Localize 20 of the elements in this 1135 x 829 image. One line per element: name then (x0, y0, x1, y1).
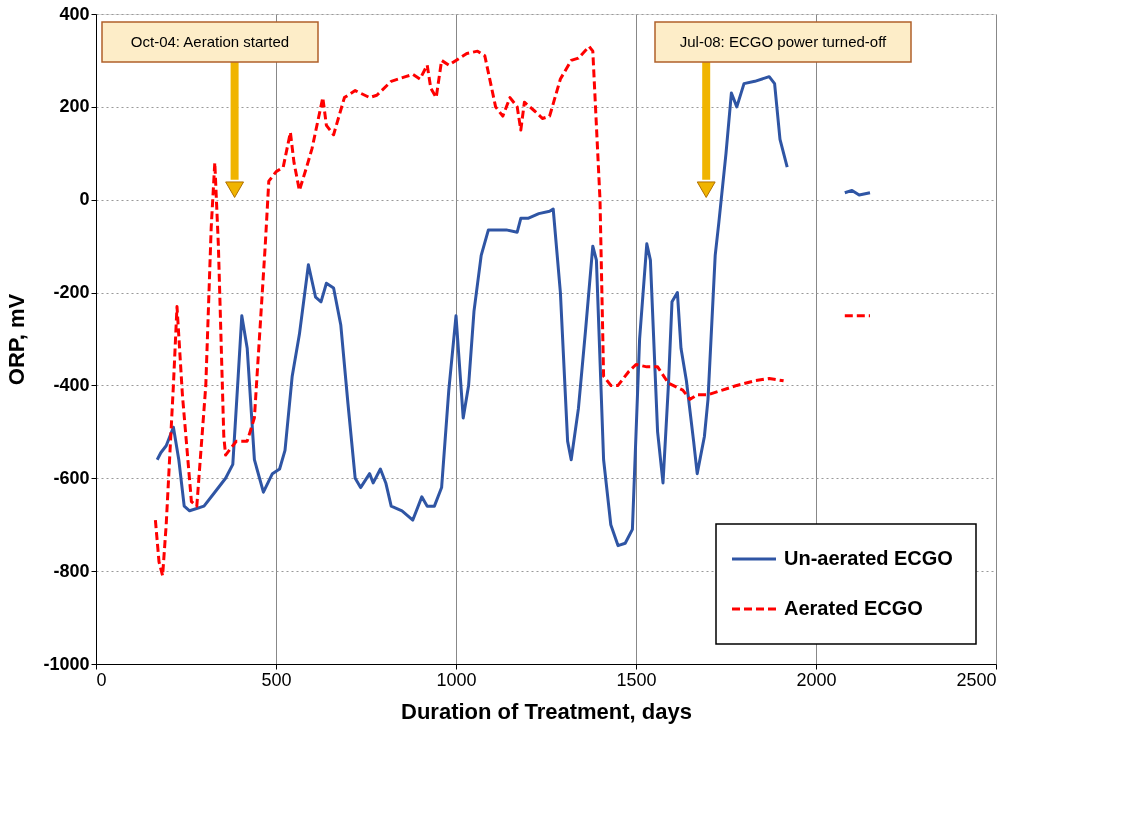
ref-line-label: Jul-08: ECGO power turned-off (679, 33, 888, 50)
x-tick-label: 500 (261, 669, 292, 690)
ref-line-label: Oct-04: Aeration started (130, 33, 290, 50)
x-tick-label: 0 (96, 669, 107, 690)
y-tick-label: -200 (53, 282, 90, 303)
x-tick-label: 2500 (956, 669, 997, 690)
x-tick-label: 2000 (796, 669, 837, 690)
x-tick-label: 1500 (616, 669, 657, 690)
y-tick-label: 0 (79, 189, 90, 210)
y-tick-label: -400 (53, 374, 90, 395)
y-tick-label: -600 (53, 467, 90, 488)
y-tick-label: 200 (59, 96, 90, 117)
y-tick-label: -800 (53, 560, 90, 581)
legend-label: Aerated ECGO (784, 597, 923, 619)
x-axis-title: Duration of Treatment, days (401, 698, 692, 724)
legend-label: Un-aerated ECGO (784, 547, 953, 569)
y-tick-label: -1000 (43, 653, 90, 674)
y-axis-title: ORP, mV (4, 293, 30, 386)
x-tick-label: 1000 (436, 669, 477, 690)
y-tick-label: 400 (59, 3, 90, 24)
